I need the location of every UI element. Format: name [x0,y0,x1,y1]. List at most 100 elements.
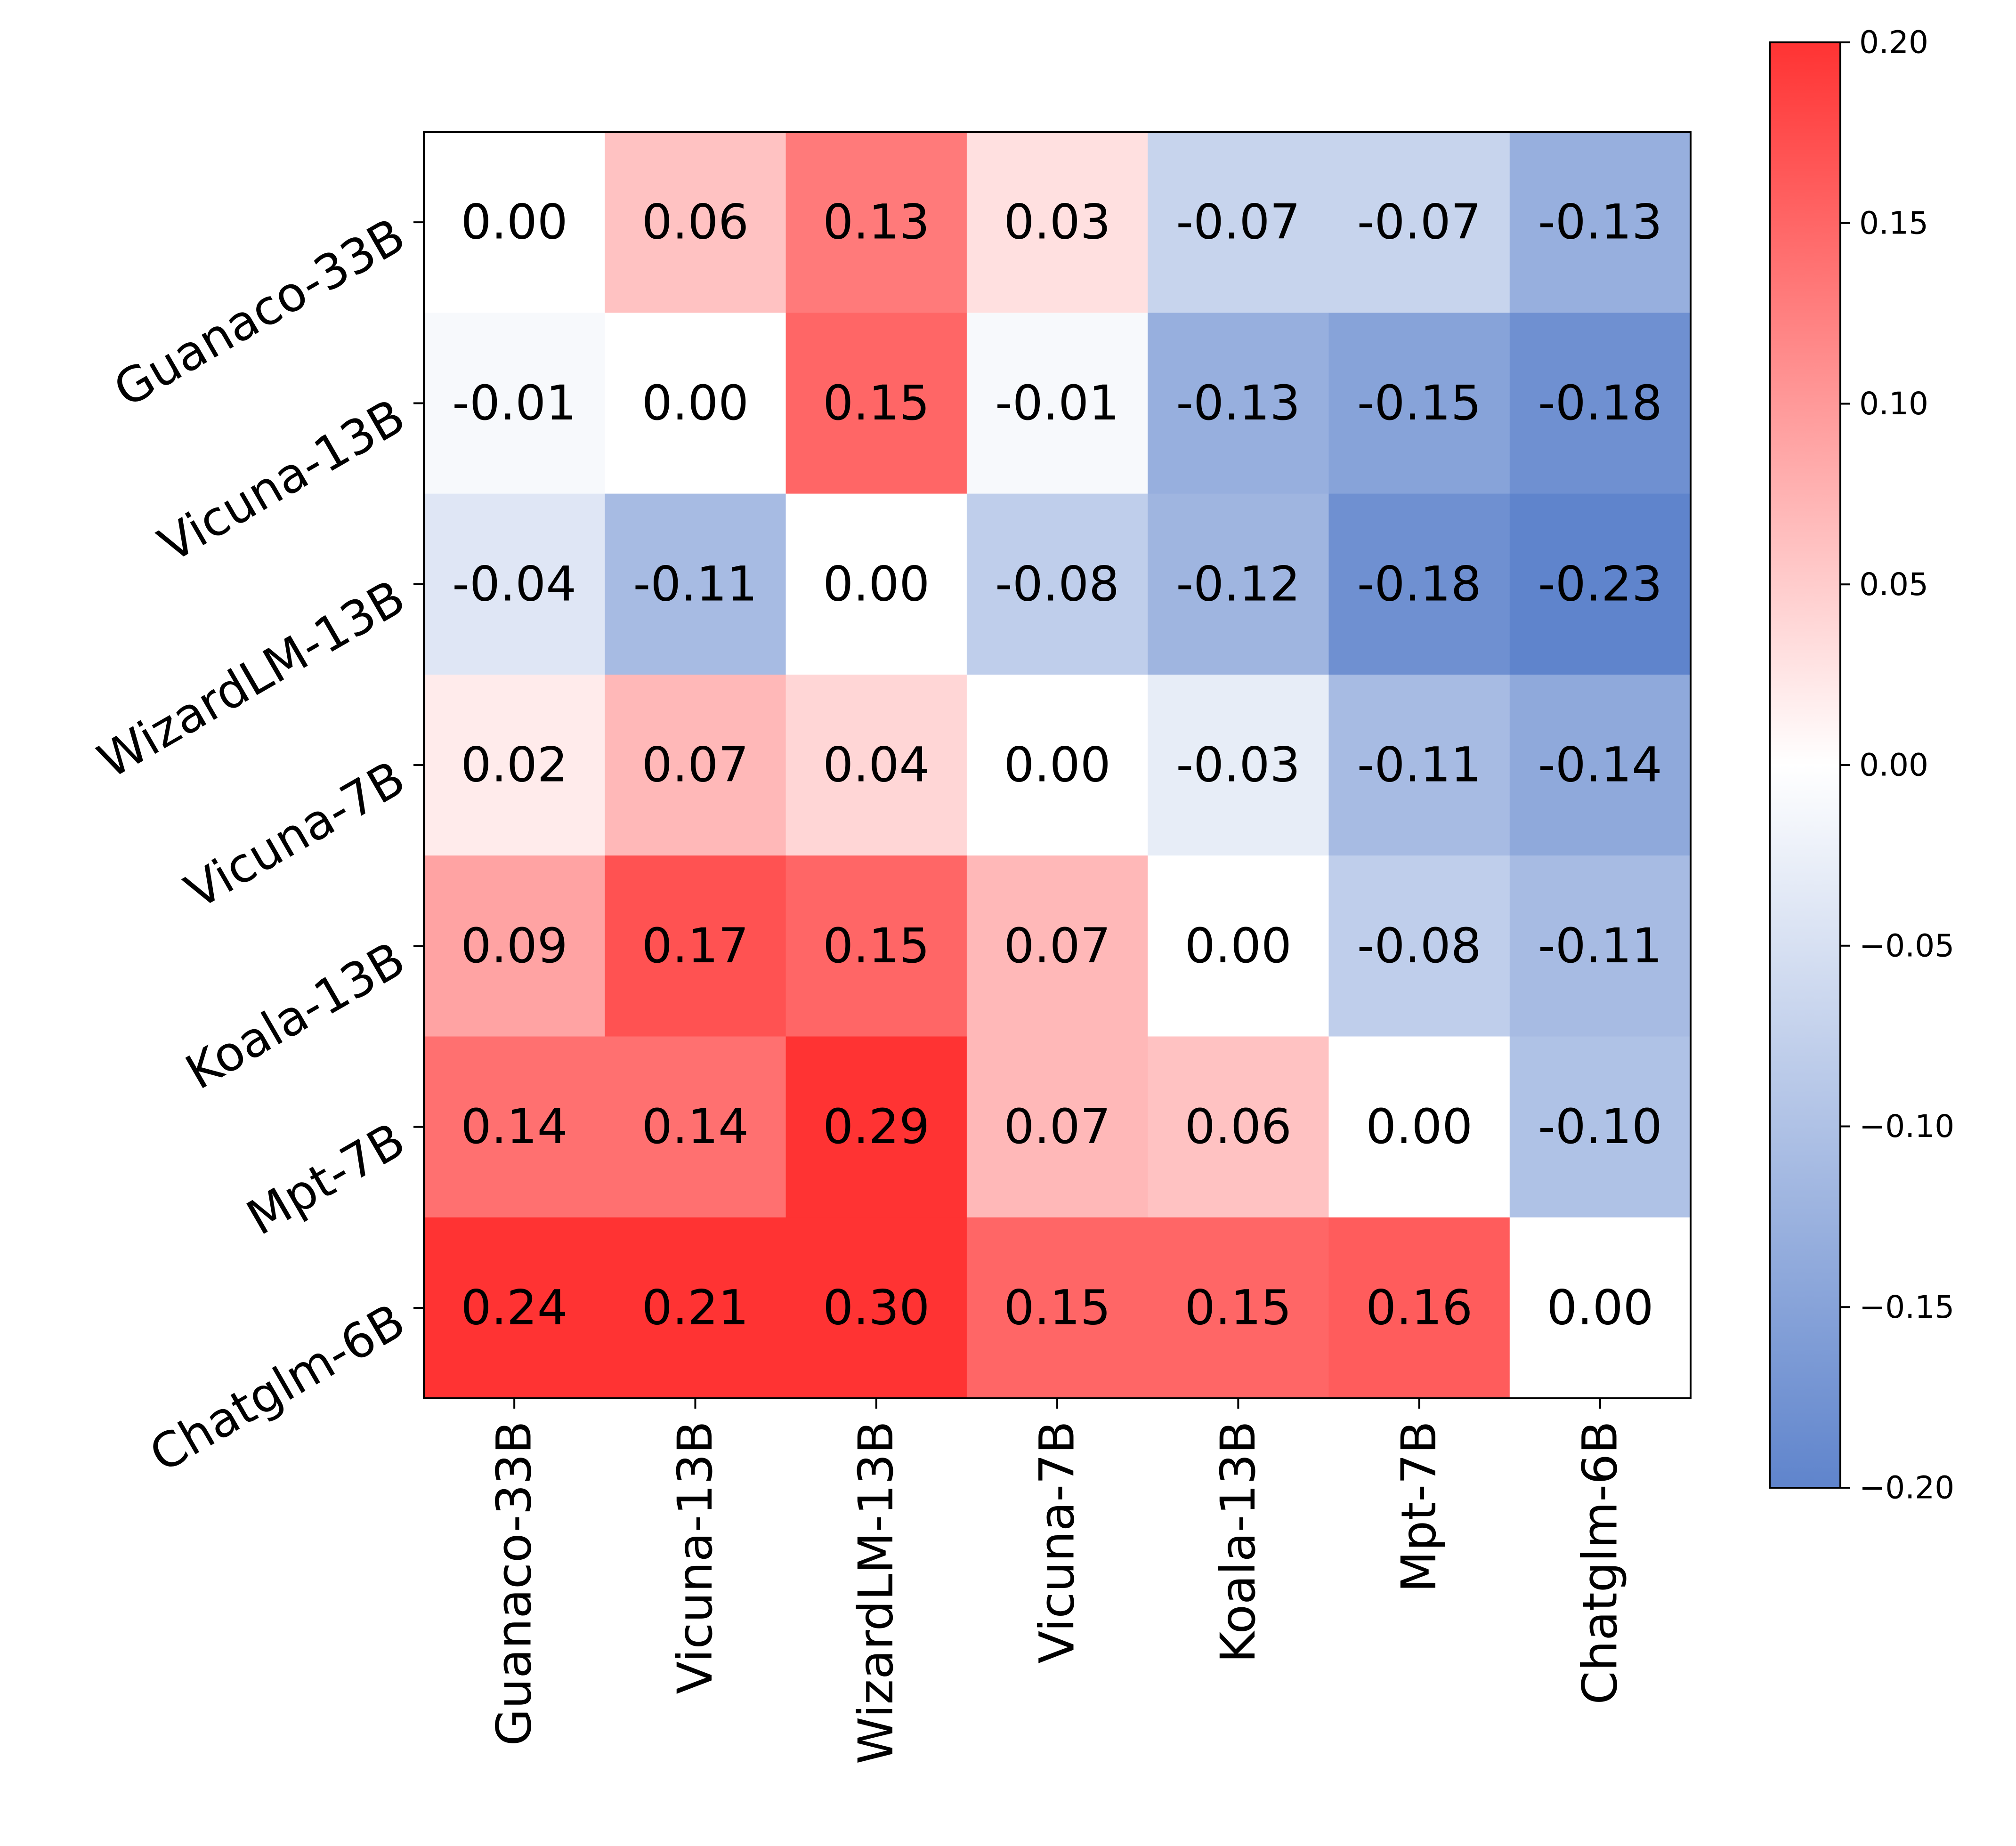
heatmap-cell [1509,1036,1692,1218]
heatmap-cell [785,674,967,856]
cell-value-label: 0.15 [823,375,930,431]
colorbar-tick-label: 0.15 [1859,205,1928,241]
cell-value-label: 0.29 [823,1099,930,1155]
x-tick-label: Mpt-7B [1391,1421,1447,1592]
cell-value-label: -0.13 [1176,375,1300,431]
colorbar-tick-label: 0.05 [1859,566,1928,603]
cell-value-label: 0.16 [1366,1280,1473,1336]
heatmap-cell [424,674,606,856]
cell-value-label: 0.13 [823,194,930,250]
cell-value-label: 0.21 [642,1280,749,1336]
heatmap-cell [1328,1217,1510,1399]
heatmap-cell [966,132,1149,314]
cell-value-label: 0.24 [461,1280,568,1336]
heatmap-cell [424,313,606,494]
cell-value-label: -0.18 [1357,556,1482,612]
colorbar-gradient [1769,41,1841,1489]
cell-value-label: 0.00 [461,194,568,250]
heatmap-cell [424,1217,606,1399]
y-tick-label: Guanaco-33B [105,208,414,419]
cell-value-label: -0.11 [1357,737,1482,793]
cell-value-label: -0.23 [1538,556,1662,612]
cell-value-label: 0.06 [642,194,749,250]
heatmap-cell [1509,493,1692,675]
heatmap-cell [966,674,1149,856]
heatmap-cell [785,313,967,494]
cell-value-label: 0.17 [642,918,749,974]
x-tick-label: Vicuna-7B [1029,1421,1085,1663]
heatmap-cell [424,493,606,675]
heatmap-cell [424,132,606,314]
heatmap-cell [605,674,786,856]
x-tick-label: Vicuna-13B [667,1421,723,1694]
cell-value-label: -0.10 [1538,1099,1662,1155]
cell-value-label: 0.00 [642,375,749,431]
heatmap-cell [605,493,786,675]
heatmap-cell [1148,493,1329,675]
cell-value-label: -0.13 [1538,194,1662,250]
cell-value-label: 0.00 [1546,1280,1653,1336]
heatmap-cell [966,1036,1149,1218]
cell-value-label: -0.07 [1357,194,1482,250]
cell-value-label: -0.08 [995,556,1119,612]
cell-value-label: 0.14 [642,1099,749,1155]
heatmap-cell [1148,1036,1329,1218]
cell-value-label: -0.18 [1538,375,1662,431]
y-tick-label: WizardLM-13B [89,569,414,790]
cell-value-label: 0.00 [1185,918,1292,974]
x-axis: Guanaco-33B Vicuna-13B WizardLM-13B Vicuna-… [486,1398,1628,1764]
heatmap-cell [1328,1036,1510,1218]
colorbar-tick-label: −0.20 [1859,1470,1954,1506]
y-tick-label: Vicuna-7B [176,750,414,920]
cell-value-label: 0.30 [823,1280,930,1336]
heatmap-cell [424,855,606,1037]
heatmap-cell [785,1036,967,1218]
cell-value-label: -0.01 [452,375,576,431]
heatmap-cell [966,855,1149,1037]
cell-value-label: -0.15 [1357,375,1482,431]
heatmap-cell [605,1036,786,1218]
cell-value-label: -0.08 [1357,918,1482,974]
heatmap-cell [1148,1217,1329,1399]
heatmap-cell [966,1217,1149,1399]
heatmap-cell [424,1036,606,1218]
cell-value-label: 0.14 [461,1099,568,1155]
cell-value-label: -0.14 [1538,737,1662,793]
colorbar-tick-label: 0.10 [1859,386,1928,422]
colorbar-tick-label: −0.10 [1859,1108,1954,1145]
cell-value-label: 0.00 [1366,1099,1473,1155]
x-tick-label: Chatglm-6B [1572,1421,1628,1705]
cell-value-label: 0.03 [1004,194,1110,250]
heatmap-cell [1328,313,1510,494]
cell-value-label: -0.07 [1176,194,1300,250]
heatmap-cell [605,855,786,1037]
cell-value-label: -0.12 [1176,556,1300,612]
x-tick-label: WizardLM-13B [848,1421,904,1764]
heatmap-cell [1328,493,1510,675]
cell-value-label: -0.11 [633,556,757,612]
cell-value-label: 0.07 [1004,918,1110,974]
cell-value-label: -0.04 [452,556,576,612]
heatmap-cell [605,132,786,314]
heatmap-cell [1509,313,1692,494]
heatmap-cell [1148,313,1329,494]
heatmap-cell [1509,855,1692,1037]
heatmap-cell [605,313,786,494]
cell-value-label: 0.15 [1185,1280,1292,1336]
heatmap-cell [1148,132,1329,314]
heatmap-cell-labels: 0.00 0.06 0.13 0.03 -0.07 -0.07 -0.13 -0.01 0.00… [452,194,1662,1336]
heatmap-cell [1328,674,1510,856]
heatmap-cell [1509,674,1692,856]
colorbar-tick-label: −0.15 [1859,1289,1954,1325]
colorbar-tick-label: 0.00 [1859,747,1928,783]
x-tick-label: Guanaco-33B [486,1421,542,1746]
cell-value-label: 0.00 [1004,737,1110,793]
y-tick-label: Koala-13B [177,931,414,1101]
heatmap-cell [785,493,967,675]
y-tick-label: Mpt-7B [238,1112,414,1246]
cell-value-label: 0.07 [642,737,749,793]
y-axis: Guanaco-33BVicuna-13BWizardLM-13BVicuna-… [89,208,424,1483]
heatmap-cell [1148,855,1329,1037]
cell-value-label: -0.03 [1176,737,1300,793]
